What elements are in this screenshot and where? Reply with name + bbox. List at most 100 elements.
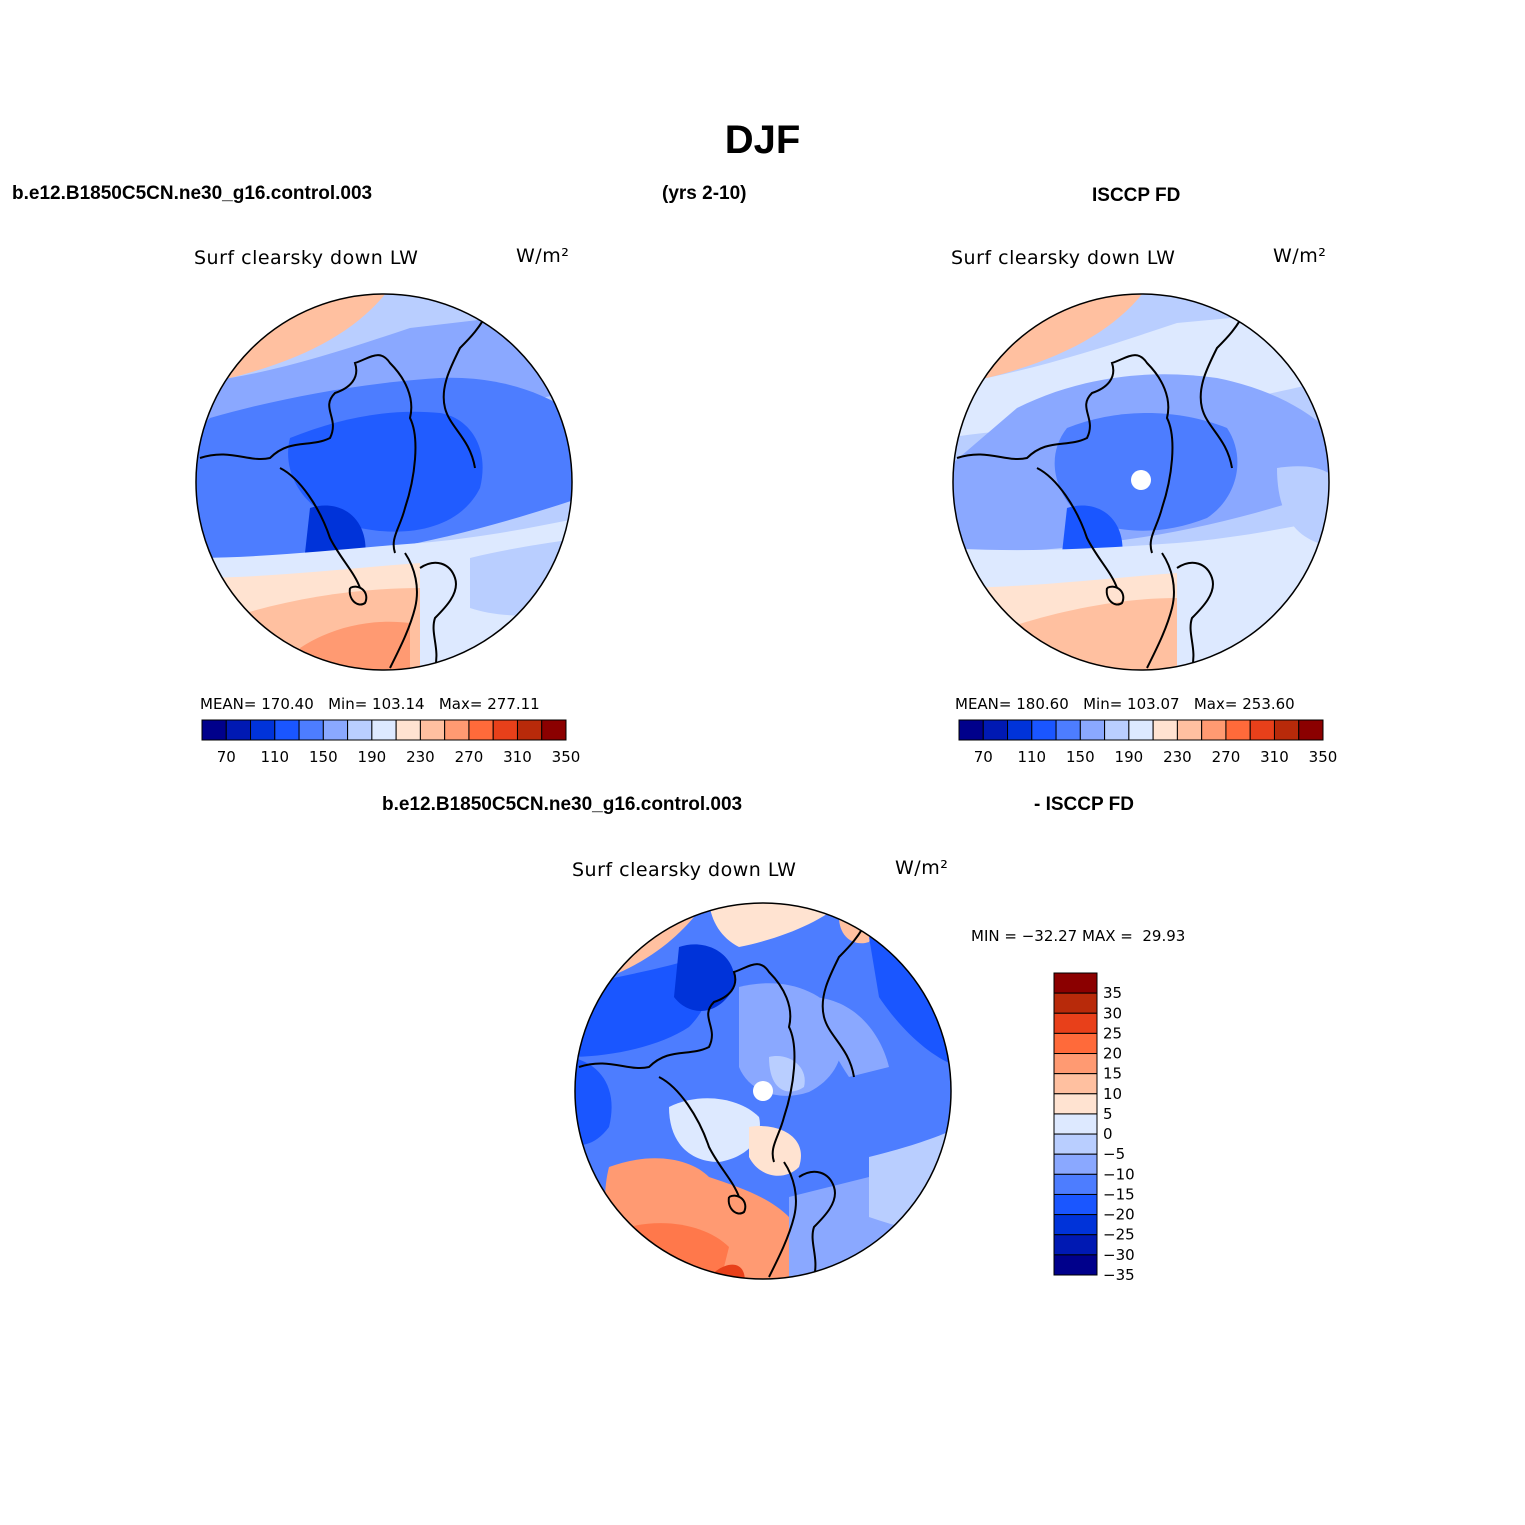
panel1-colorbar-box (516, 719, 543, 741)
panel1-coastlines (199, 307, 491, 669)
panel1-colorbar-box (201, 719, 227, 741)
panel3-colorbar-tick-label: −30 (1103, 1246, 1135, 1264)
panel3-colorbar-box (1053, 1133, 1098, 1155)
panel2-pole-hole (1131, 470, 1151, 490)
panel3-colorbar-tick-label: −25 (1103, 1226, 1135, 1244)
panel1-colorbar-tick-label: 310 (503, 748, 532, 766)
panel1-colorbar-tick-label: 350 (552, 748, 580, 766)
panel3-colorbar-tick-label: −5 (1103, 1145, 1125, 1163)
panel2-max: 253.60 (1242, 695, 1295, 713)
panel2-colorbar: 70 110 150 190 230 270 310 350 (958, 719, 1337, 766)
panel2-max-label: Max= (1193, 695, 1238, 713)
panel3-colorbar-box (1053, 972, 1098, 994)
panel3-colorbar-box (1053, 1093, 1098, 1115)
panel1-min: 103.14 (372, 695, 425, 713)
panel3-min-label: MIN = (971, 927, 1017, 945)
panel1-colorbar-box (492, 719, 518, 741)
panel2-colorbar-tick-label: 270 (1212, 748, 1241, 766)
panel1-title: Surf clearsky down LW (194, 247, 419, 269)
panel3-colorbar-tick-label: 15 (1103, 1065, 1122, 1083)
figure-title: DJF (724, 118, 801, 162)
panel1-colorbar: 70 110 150 190 230 270 310 350 (201, 719, 580, 766)
panel1-colorbar-box (371, 719, 397, 741)
panel1-colorbar-tick-label: 270 (455, 748, 484, 766)
panel3-colorbar-tick-label: 5 (1103, 1105, 1113, 1123)
panel1-colorbar-box (250, 719, 276, 741)
panel2-colorbar-box (1128, 719, 1154, 741)
panel1-max-label: Max= (438, 695, 483, 713)
panel2-colorbar-box (1079, 719, 1106, 741)
panel2-colorbar-box (1176, 719, 1203, 741)
panel1-colorbar-box (444, 719, 470, 741)
panel3-colorbar-box (1053, 992, 1098, 1014)
panel1-colorbar-box (347, 719, 373, 741)
panel3-stats: MIN = −32.27 MAX = 29.93 (971, 927, 1185, 945)
panel2-map-border (952, 293, 1330, 671)
panel2-colorbar-box (1249, 719, 1275, 741)
panel3-colorbar-tick-label: −20 (1103, 1206, 1135, 1224)
panel2-colorbar-box (1152, 719, 1178, 741)
panel2-colorbar-box (982, 719, 1009, 741)
diff-case-header: b.e12.B1850C5CN.ne30_g16.control.003 (382, 794, 743, 815)
panel2-coastlines (956, 307, 1248, 669)
panel3-colorbar-box (1053, 1113, 1098, 1135)
panel2-title: Surf clearsky down LW (951, 247, 1176, 269)
panel1-stats: MEAN= 170.40 Min= 103.14 Max= 277.11 (200, 695, 540, 713)
panel2-mean: 180.60 (1016, 695, 1069, 713)
panel1-colorbar-tick-label: 230 (406, 748, 435, 766)
panel3-colorbar-box (1053, 1193, 1098, 1216)
panel3-colorbar-tick-label: 35 (1103, 984, 1122, 1002)
panel1-mean: 170.40 (261, 695, 314, 713)
panel2-colorbar-box (1007, 719, 1033, 741)
panel1-colorbar-tick-label: 110 (260, 748, 289, 766)
panel3-map-border (574, 902, 952, 1280)
panel1-colorbar-box (468, 719, 494, 741)
panel1-colorbar-box (419, 719, 446, 741)
obs-name-header: ISCCP FD (1092, 185, 1181, 206)
panel3-min: −32.27 (1021, 927, 1078, 945)
panel3-max-label: MAX = (1082, 927, 1133, 945)
panel3-colorbar-box (1053, 1073, 1098, 1095)
panel1-min-label: Min= (328, 695, 368, 713)
panel3-map (574, 902, 952, 1280)
panel2-colorbar-tick-label: 350 (1309, 748, 1337, 766)
case-name-header: b.e12.B1850C5CN.ne30_g16.control.003 (12, 183, 373, 204)
panel1-colorbar-box (322, 719, 349, 741)
panel2-min-label: Min= (1083, 695, 1123, 713)
panel2-units: W/m² (1273, 245, 1327, 267)
panel3-colorbar-box (1053, 1173, 1098, 1195)
panel1-field (196, 294, 572, 670)
panel3-max: 29.93 (1142, 927, 1186, 945)
panel2-colorbar-box (1225, 719, 1251, 741)
panel1-colorbar-tick-label: 70 (217, 748, 236, 766)
panel3-coastlines (578, 916, 870, 1278)
panel3-colorbar-box (1053, 1053, 1098, 1075)
panel1-colorbar-tick-label: 150 (309, 748, 338, 766)
diff-obs-header: - ISCCP FD (1034, 794, 1134, 815)
panel2-colorbar-box (1298, 719, 1324, 741)
panel1-colorbar-box (541, 719, 567, 741)
panel3-colorbar-tick-label: 30 (1103, 1004, 1122, 1022)
panel1-colorbar-box (274, 719, 300, 741)
panel1-map-border (195, 293, 573, 671)
panel3-colorbar: 35 30 25 20 15 10 5 0 −5 −10 −15 −20 −25 −30 −35 (1053, 972, 1135, 1280)
panel1-mean-label: MEAN= (200, 695, 257, 713)
panel1-colorbar-tick-label: 190 (358, 748, 387, 766)
panel2-colorbar-box (1273, 719, 1300, 741)
panel1-colorbar-box (395, 719, 421, 741)
panel3-colorbar-tick-label: 0 (1103, 1125, 1113, 1143)
panel3-colorbar-tick-label: −35 (1103, 1266, 1135, 1280)
panel3-colorbar-box (1053, 1032, 1098, 1055)
panel2-colorbar-box (1031, 719, 1057, 741)
panel2-colorbar-box (958, 719, 984, 741)
panel2-colorbar-box (1104, 719, 1130, 741)
panel2-colorbar-tick-label: 230 (1163, 748, 1192, 766)
panel3-colorbar-box (1053, 1012, 1098, 1034)
years-header: (yrs 2-10) (662, 183, 747, 204)
panel3-colorbar-box (1053, 1214, 1098, 1236)
panel2-colorbar-box (1055, 719, 1081, 741)
panel3-colorbar-box (1053, 1153, 1098, 1175)
panel2-colorbar-box (1201, 719, 1227, 741)
panel1-colorbar-box (298, 719, 324, 741)
panel2-colorbar-tick-label: 310 (1260, 748, 1289, 766)
